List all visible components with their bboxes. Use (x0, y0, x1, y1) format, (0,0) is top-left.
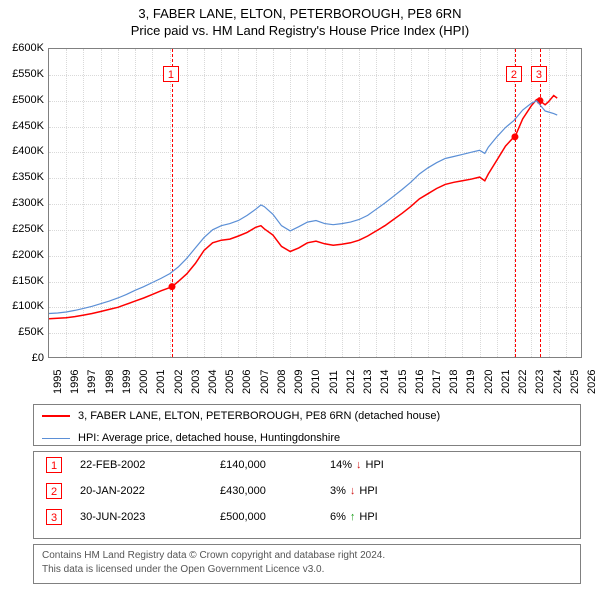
x-tick-label: 2005 (224, 370, 236, 394)
page-title: 3, FABER LANE, ELTON, PETERBOROUGH, PE8 … (0, 6, 600, 21)
legend-label: 3, FABER LANE, ELTON, PETERBOROUGH, PE8 … (78, 410, 440, 422)
x-tick-label: 2022 (517, 370, 529, 394)
x-tick-label: 2004 (207, 370, 219, 394)
event-diff: 3%↓HPI (330, 485, 378, 497)
x-tick-label: 2023 (534, 370, 546, 394)
y-tick-label: £500K (4, 94, 44, 106)
y-tick-label: £0 (4, 352, 44, 364)
legend-label: HPI: Average price, detached house, Hunt… (78, 432, 340, 444)
event-value: £140,000 (220, 459, 330, 471)
y-tick-label: £600K (4, 42, 44, 54)
y-tick-label: £50K (4, 326, 44, 338)
y-tick-label: £300K (4, 197, 44, 209)
event-marker-box: 2 (506, 66, 522, 82)
event-marker-box: 1 (163, 66, 179, 82)
y-tick-label: £450K (4, 120, 44, 132)
footer-line1: Contains HM Land Registry data © Crown c… (42, 549, 572, 563)
event-date: 22-FEB-2002 (80, 459, 220, 471)
event-row: 2 20-JAN-2022£430,0003%↓HPI (34, 478, 580, 504)
x-tick-label: 2018 (448, 370, 460, 394)
x-tick-label: 2020 (483, 370, 495, 394)
events-table: 122-FEB-2002£140,00014%↓HPI220-JAN-2022£… (33, 451, 581, 539)
y-tick-label: £550K (4, 68, 44, 80)
x-tick-label: 1997 (86, 370, 98, 394)
arrow-down-icon: ↓ (350, 485, 356, 497)
x-tick-label: 2017 (431, 370, 443, 394)
x-tick-label: 2008 (276, 370, 288, 394)
x-tick-label: 2000 (138, 370, 150, 394)
series-property (49, 96, 557, 319)
y-tick-label: £100K (4, 300, 44, 312)
x-tick-label: 2021 (500, 370, 512, 394)
x-tick-label: 2016 (414, 370, 426, 394)
legend-swatch (42, 415, 70, 417)
x-tick-label: 2009 (293, 370, 305, 394)
y-tick-label: £150K (4, 275, 44, 287)
y-tick-label: £400K (4, 145, 44, 157)
x-tick-label: 2006 (241, 370, 253, 394)
legend-row: HPI: Average price, detached house, Hunt… (34, 427, 580, 449)
series-hpi (49, 101, 557, 314)
x-tick-label: 1998 (104, 370, 116, 394)
event-num: 2 (46, 483, 62, 499)
arrow-down-icon: ↓ (356, 459, 362, 471)
x-tick-label: 2010 (310, 370, 322, 394)
event-date: 30-JUN-2023 (80, 511, 220, 523)
legend-swatch (42, 438, 70, 439)
x-tick-label: 2014 (379, 370, 391, 394)
event-value: £500,000 (220, 511, 330, 523)
x-tick-label: 2007 (259, 370, 271, 394)
series-marker (168, 283, 175, 290)
x-tick-label: 1999 (121, 370, 133, 394)
chart-plot-area (48, 48, 582, 358)
x-tick-label: 1995 (52, 370, 64, 394)
event-row: 1 22-FEB-2002£140,00014%↓HPI (34, 452, 580, 478)
event-value: £430,000 (220, 485, 330, 497)
arrow-up-icon: ↑ (350, 511, 356, 523)
x-tick-label: 2002 (173, 370, 185, 394)
x-tick-label: 2003 (190, 370, 202, 394)
y-tick-label: £250K (4, 223, 44, 235)
x-tick-label: 2001 (155, 370, 167, 394)
legend: 3, FABER LANE, ELTON, PETERBOROUGH, PE8 … (33, 404, 581, 446)
event-date: 20-JAN-2022 (80, 485, 220, 497)
event-diff: 6%↑HPI (330, 511, 378, 523)
x-tick-label: 2015 (397, 370, 409, 394)
footer-line2: This data is licensed under the Open Gov… (42, 563, 572, 577)
x-tick-label: 2013 (362, 370, 374, 394)
event-num: 1 (46, 457, 62, 473)
y-tick-label: £200K (4, 249, 44, 261)
x-tick-label: 1996 (69, 370, 81, 394)
x-tick-label: 2024 (552, 370, 564, 394)
x-tick-label: 2012 (345, 370, 357, 394)
x-tick-label: 2019 (465, 370, 477, 394)
legend-row: 3, FABER LANE, ELTON, PETERBOROUGH, PE8 … (34, 405, 580, 427)
x-tick-label: 2026 (586, 370, 598, 394)
event-diff: 14%↓HPI (330, 459, 384, 471)
series-marker (511, 133, 518, 140)
y-tick-label: £350K (4, 171, 44, 183)
x-tick-label: 2025 (569, 370, 581, 394)
event-marker-box: 3 (531, 66, 547, 82)
event-row: 3 30-JUN-2023£500,0006%↑HPI (34, 504, 580, 530)
series-marker (536, 97, 543, 104)
x-tick-label: 2011 (328, 370, 340, 394)
page-subtitle: Price paid vs. HM Land Registry's House … (0, 23, 600, 38)
attribution-footer: Contains HM Land Registry data © Crown c… (33, 544, 581, 584)
event-num: 3 (46, 509, 62, 525)
